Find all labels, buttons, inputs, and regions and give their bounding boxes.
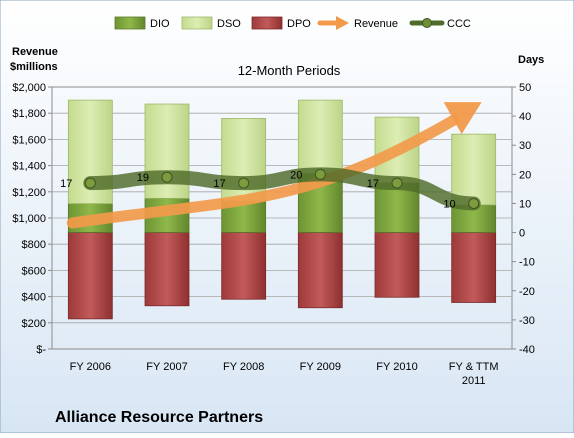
bar-dpo [451, 232, 497, 303]
bar-dpo [67, 232, 113, 320]
right-tick-label: -10 [519, 257, 535, 269]
ccc-line-path [83, 167, 481, 211]
legend-revenue-arrow-icon [317, 16, 349, 30]
ccc-point [468, 197, 480, 209]
ccc-point [238, 177, 250, 189]
left-axis-label-line2: $millions [10, 61, 58, 73]
right-tick-label: -30 [519, 315, 535, 327]
ccc-point [391, 177, 403, 189]
ccc-data-label: 17 [213, 178, 225, 190]
bar-dpo [374, 232, 420, 298]
left-tick-label: $1,800 [12, 108, 46, 120]
legend-label-dio: DIO [150, 18, 170, 30]
company-name: Alliance Resource Partners [55, 409, 263, 426]
legend-ccc-line-icon [409, 18, 445, 28]
left-tick-label: $400 [22, 292, 46, 304]
ccc-data-label: 20 [290, 169, 302, 181]
left-tick-label: $600 [22, 265, 46, 277]
ccc-point [314, 168, 326, 180]
right-tick-label: 30 [519, 140, 531, 152]
left-tick-label: $800 [22, 239, 46, 251]
x-tick-label: FY 2010 [376, 361, 417, 373]
revenue-arrow-shaft [66, 114, 460, 229]
ccc-point [84, 177, 96, 189]
left-tick-label: $1,000 [12, 213, 46, 225]
right-tick-label: -40 [519, 344, 535, 356]
bar-dpo [221, 232, 267, 300]
x-tick-label: FY & TTM [449, 361, 499, 373]
left-axis-label-line1: Revenue [12, 46, 58, 58]
legend-swatch-dso [181, 16, 213, 30]
ccc-data-label: 17 [60, 178, 72, 190]
legend-label-revenue: Revenue [354, 18, 398, 30]
left-tick-label: $1,200 [12, 187, 46, 199]
bar-dpo [297, 232, 343, 309]
left-tick-label: $1,600 [12, 134, 46, 146]
x-tick-label-line2: 2011 [462, 375, 486, 387]
revenue-arrow [66, 102, 482, 229]
left-tick-label: $1,400 [12, 161, 46, 173]
right-tick-label: 10 [519, 198, 531, 210]
bars [67, 99, 497, 320]
left-axis: $- $200 $400 $600 $800 $1,000 $1,200 $1,400 $1,6… [12, 82, 52, 356]
legend-swatch-dpo [251, 16, 283, 30]
bar-dso [451, 133, 497, 206]
x-axis-labels: FY 2006 FY 2007 FY 2008 FY 2009 FY 2010 FY & … [70, 361, 499, 387]
right-tick-label: -20 [519, 286, 535, 298]
revenue-arrow-head [443, 102, 482, 135]
right-tick-label: 40 [519, 111, 531, 123]
legend-swatch-dio [114, 16, 146, 30]
ccc-point [161, 171, 173, 183]
chart-title: 12-Month Periods [238, 63, 341, 78]
x-tick-label: FY 2009 [300, 361, 341, 373]
ccc-data-label: 17 [367, 178, 379, 190]
legend-label-ccc: CCC [447, 18, 471, 30]
legend-label-dpo: DPO [287, 18, 311, 30]
left-tick-label: $- [36, 344, 46, 356]
right-tick-label: 50 [519, 82, 531, 94]
legend-label-dso: DSO [217, 18, 241, 30]
left-tick-label: $2,000 [12, 82, 46, 94]
right-axis: -40 -30 -20 -10 0 10 20 30 40 50 [512, 82, 535, 356]
bar-dso [297, 99, 343, 174]
left-tick-label: $200 [22, 318, 46, 330]
right-tick-label: 0 [519, 228, 525, 240]
x-tick-label: FY 2007 [146, 361, 187, 373]
x-tick-label: FY 2008 [223, 361, 264, 373]
ccc-data-label: 10 [443, 198, 455, 210]
ccc-data-label: 19 [137, 172, 149, 184]
ccc-line: 17 19 17 20 17 10 [60, 167, 481, 211]
right-tick-label: 20 [519, 169, 531, 181]
bar-dpo [144, 232, 190, 307]
legend: DIO DSO DPO Revenue CCC [114, 16, 471, 30]
x-tick-label: FY 2006 [70, 361, 111, 373]
right-axis-label: Days [518, 54, 544, 66]
